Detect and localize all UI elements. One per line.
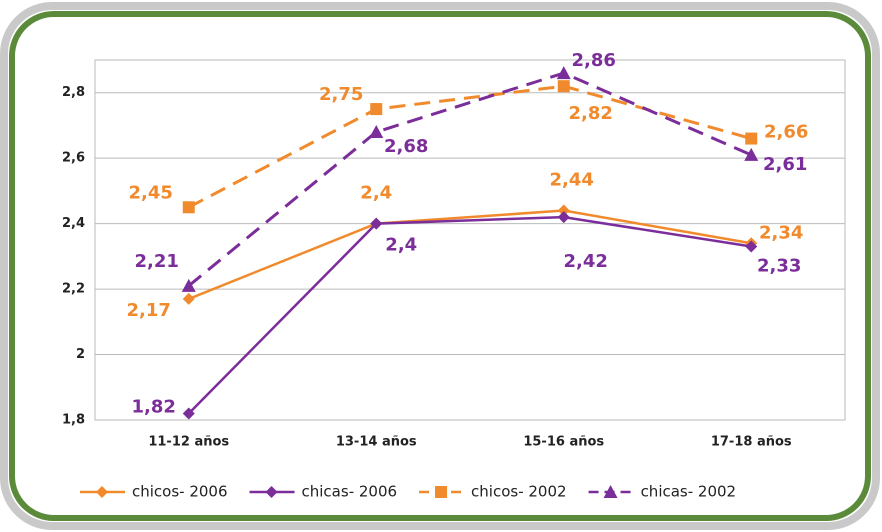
legend-marker (435, 486, 448, 498)
value-label: 2,66 (764, 122, 808, 143)
marker (369, 125, 384, 138)
value-label: 2,34 (759, 222, 803, 243)
legend-label: chicos- 2006 (132, 483, 228, 501)
value-label: 2,86 (572, 50, 616, 71)
y-tick-label: 2,6 (62, 151, 85, 166)
legend-label: chicas- 2002 (641, 483, 737, 501)
x-tick-label: 15-16 años (523, 435, 604, 450)
marker (181, 278, 196, 292)
value-label: 2,33 (757, 256, 801, 277)
value-label: 2,75 (319, 84, 363, 105)
value-label: 2,4 (385, 235, 417, 256)
legend-marker (603, 485, 618, 498)
value-label: 2,68 (384, 136, 428, 157)
series-line (187, 71, 752, 287)
x-tick-label: 17-18 años (711, 435, 792, 450)
marker (182, 201, 195, 214)
series-line (188, 209, 752, 301)
marker (557, 80, 570, 93)
value-label: 2,42 (564, 251, 608, 272)
marker (557, 211, 570, 224)
marker (745, 240, 758, 253)
marker (745, 132, 758, 145)
value-label: 2,82 (569, 103, 613, 124)
y-tick-label: 2 (76, 347, 85, 362)
x-tick-label: 11-12 años (148, 435, 229, 450)
marker (370, 217, 383, 230)
value-label: 2,45 (129, 182, 173, 203)
y-tick-label: 2,2 (62, 282, 85, 297)
value-label: 2,4 (360, 183, 392, 204)
frame (9, 11, 871, 521)
value-label: 1,82 (132, 396, 176, 417)
value-label: 2,21 (135, 251, 179, 272)
legend-marker (265, 486, 278, 498)
legend-label: chicos- 2002 (471, 483, 567, 501)
marker (370, 103, 383, 116)
marker (182, 292, 195, 305)
marker (744, 147, 759, 161)
x-tick-label: 13-14 años (336, 435, 417, 450)
y-tick-label: 2,4 (62, 216, 85, 231)
legend-marker (96, 486, 108, 498)
value-label: 2,61 (763, 154, 807, 175)
value-label: 2,44 (550, 170, 594, 191)
series-line (187, 215, 752, 415)
marker (557, 204, 570, 217)
marker (556, 66, 571, 80)
value-label: 2,17 (127, 300, 171, 321)
y-tick-label: 1,8 (62, 413, 85, 428)
legend-label: chicas- 2006 (302, 483, 398, 501)
y-tick-label: 2,8 (62, 85, 85, 100)
marker (182, 407, 195, 420)
series-line (188, 84, 752, 209)
